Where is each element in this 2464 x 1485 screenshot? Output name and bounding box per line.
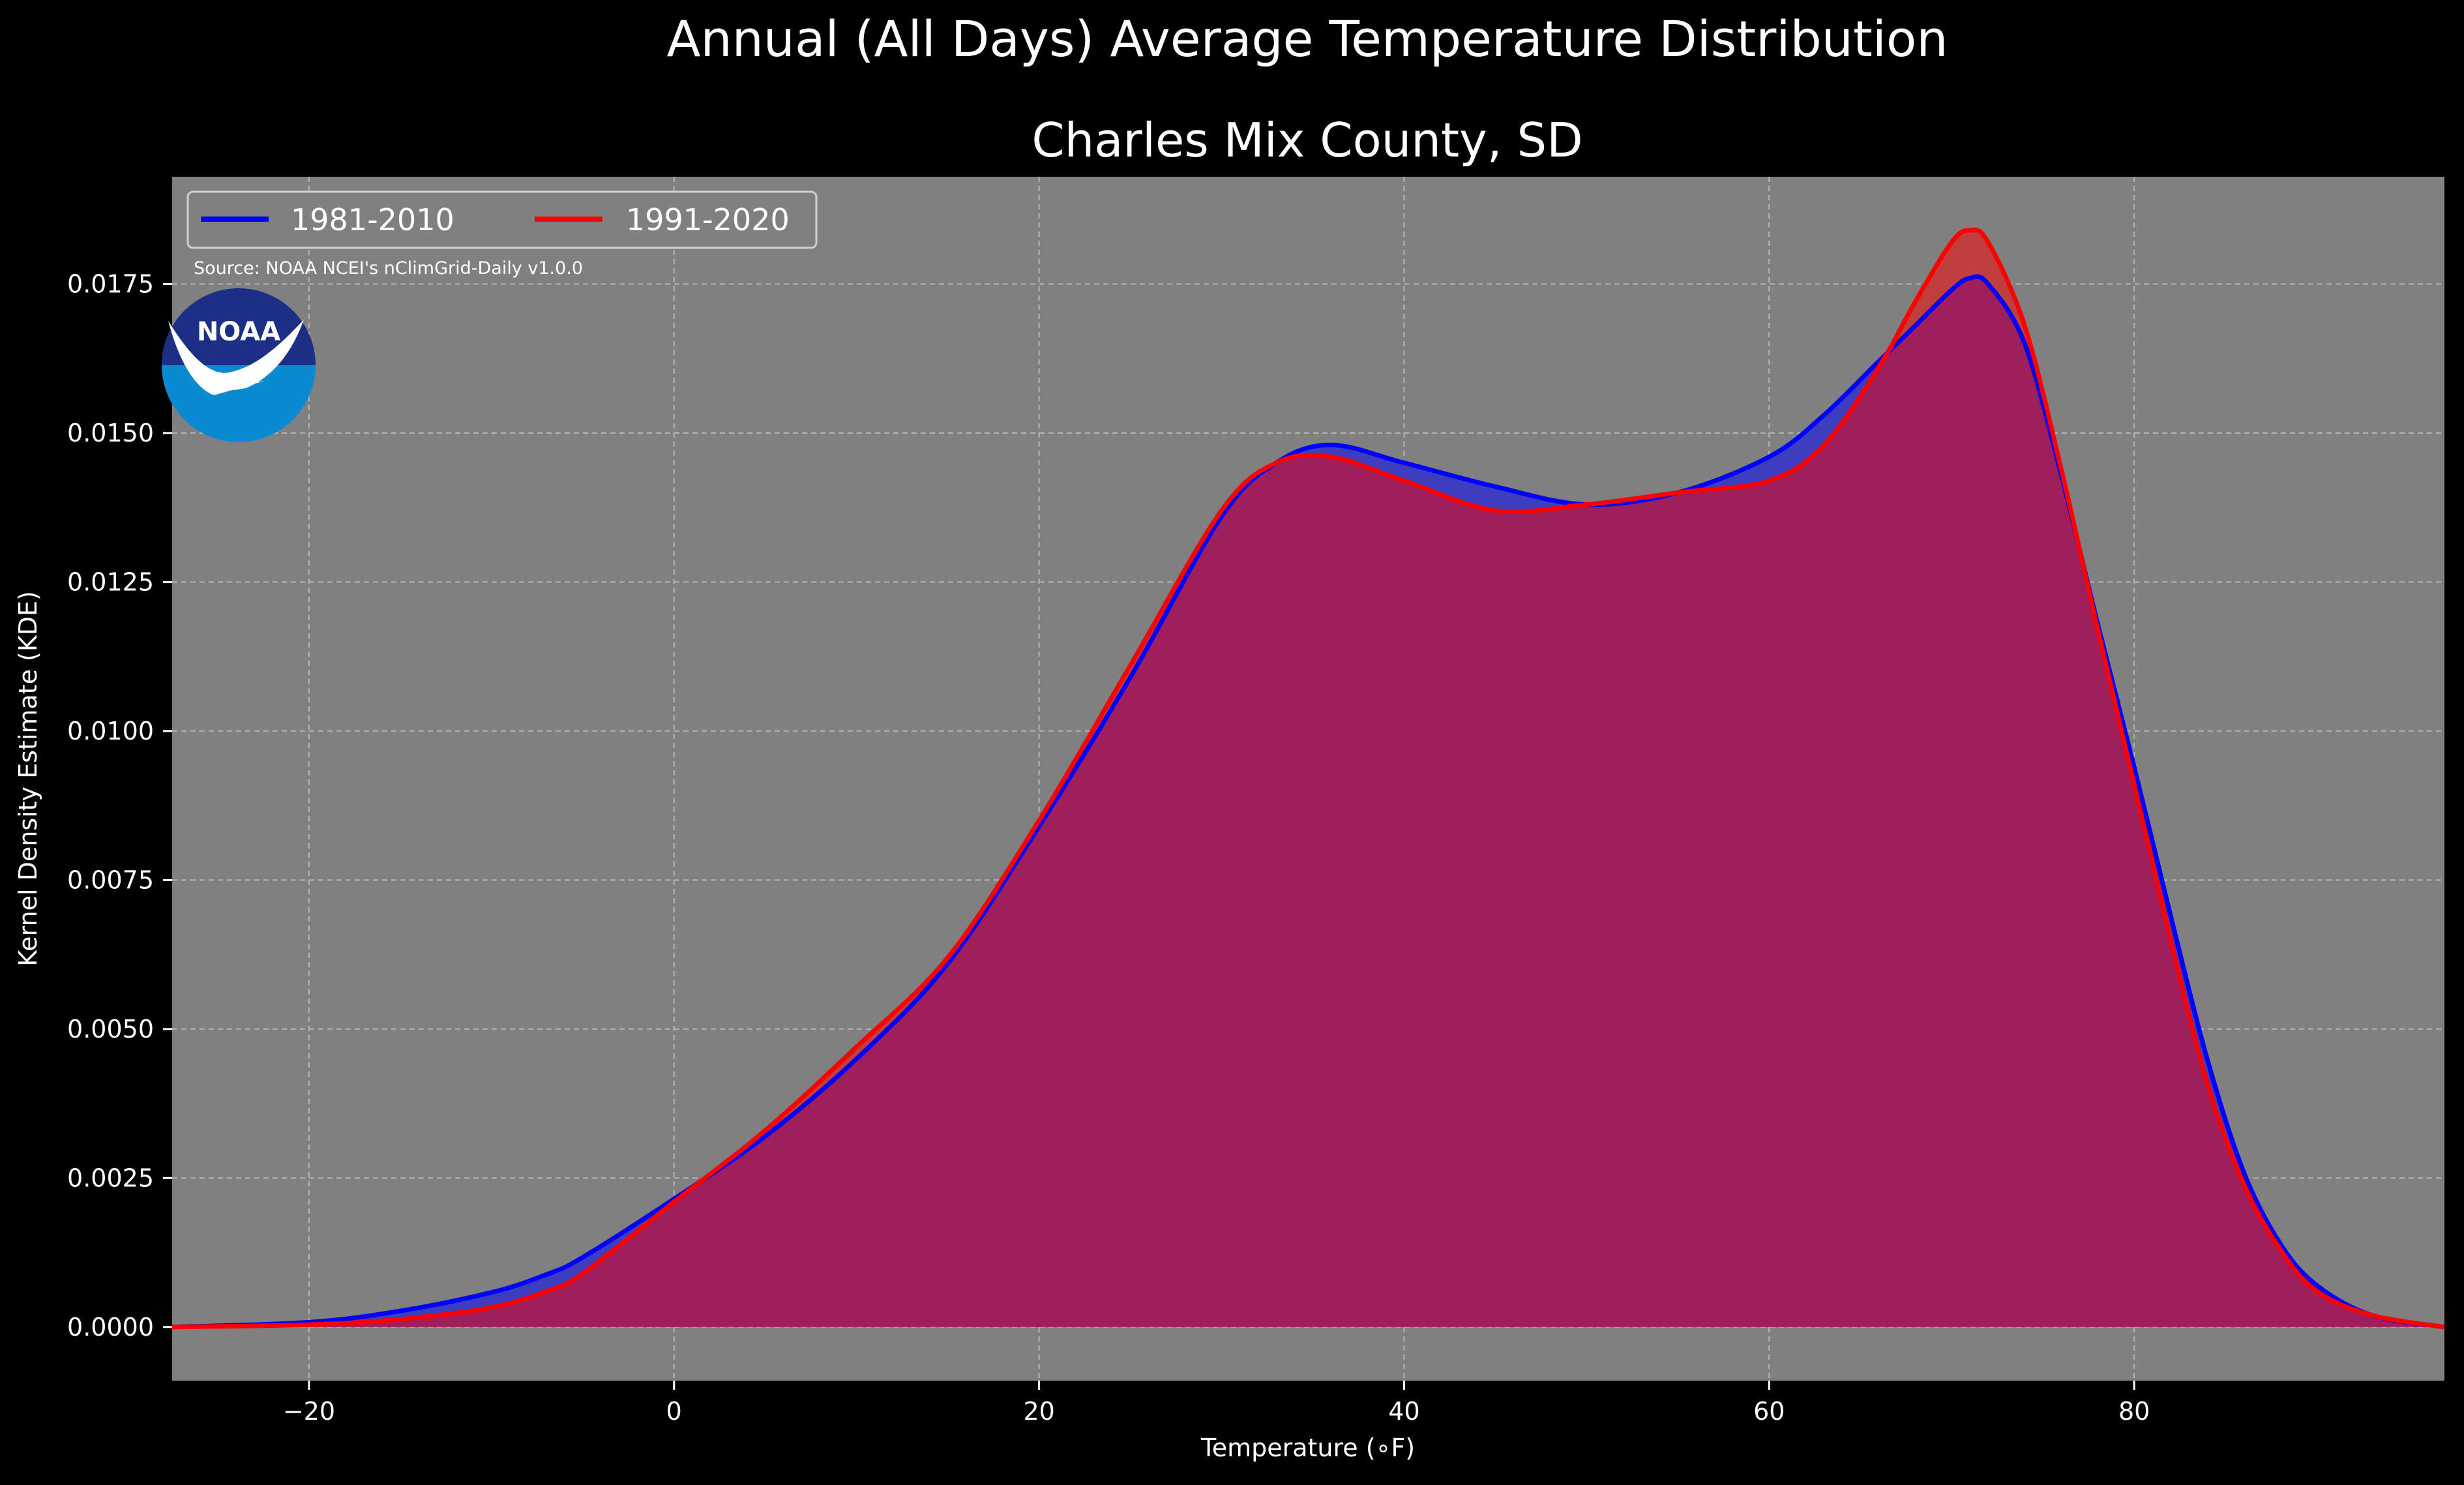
y-tick-label: 0.0125: [67, 567, 154, 596]
x-tick-label: −20: [283, 1397, 335, 1426]
y-axis-label: Kernel Density Estimate (KDE): [14, 591, 42, 967]
legend-frame: [186, 190, 818, 249]
x-tick-label: 60: [1753, 1397, 1785, 1426]
x-tick-label: 0: [666, 1397, 682, 1426]
noaa-logo-bird: [168, 320, 304, 395]
chart-title: Annual (All Days) Average Temperature Di…: [666, 10, 1948, 68]
chart-subtitle: Charles Mix County, SD: [1032, 113, 1582, 168]
y-tick-label: 0.0000: [67, 1313, 154, 1342]
axis-ticks: −20 0 20 40 60 80 0.0000 0.0025 0.0050 0.0075 0.01…: [67, 269, 2150, 1426]
y-tick-label: 0.0050: [67, 1015, 154, 1043]
y-tick-label: 0.0025: [67, 1163, 154, 1192]
y-tick-label: 0.0175: [67, 269, 154, 298]
legend-label-1981-2010: 1981-2010: [291, 202, 454, 237]
x-tick-label: 40: [1388, 1397, 1419, 1426]
source-note: Source: NOAA NCEI's nClimGrid-Daily v1.0…: [194, 258, 583, 278]
series-1991-2020-line: [172, 228, 2444, 1330]
legend: 1981-2010 1991-2020: [186, 190, 818, 249]
overlap-area: [172, 277, 2444, 1327]
y-tick-label: 0.0075: [67, 865, 154, 894]
legend-label-1991-2020: 1991-2020: [626, 202, 790, 237]
y-tick-label: 0.0150: [67, 419, 154, 447]
noaa-logo: NOAA: [162, 288, 316, 442]
x-tick-label: 80: [2118, 1397, 2150, 1426]
x-tick-label: 20: [1023, 1397, 1054, 1426]
x-axis-label: Temperature (∘F): [1200, 1433, 1415, 1462]
noaa-logo-text: NOAA: [197, 317, 280, 347]
y-tick-label: 0.0100: [67, 717, 154, 745]
